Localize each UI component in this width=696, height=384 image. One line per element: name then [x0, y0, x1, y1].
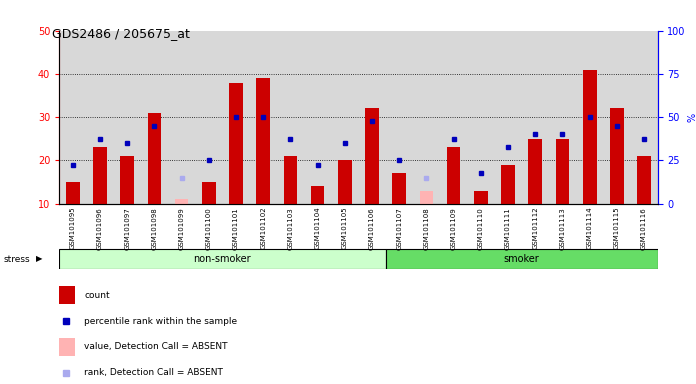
Text: GSM101101: GSM101101	[233, 207, 239, 250]
Text: GSM101109: GSM101109	[451, 207, 457, 250]
Text: GSM101106: GSM101106	[369, 207, 375, 250]
Bar	[393, 173, 406, 204]
Bar	[66, 182, 79, 204]
Text: ▶: ▶	[36, 255, 42, 263]
Bar	[365, 109, 379, 204]
Text: GSM101111: GSM101111	[505, 207, 511, 250]
Text: GSM101096: GSM101096	[97, 207, 103, 250]
Text: GDS2486 / 205675_at: GDS2486 / 205675_at	[52, 27, 190, 40]
Bar	[338, 161, 351, 204]
Text: GSM101102: GSM101102	[260, 207, 266, 250]
Text: GSM101095: GSM101095	[70, 207, 76, 250]
Text: GSM101104: GSM101104	[315, 207, 321, 250]
Bar	[386, 249, 658, 269]
Text: non-smoker: non-smoker	[193, 254, 251, 264]
Bar	[93, 147, 106, 204]
Text: GSM101103: GSM101103	[287, 207, 294, 250]
Text: GSM101098: GSM101098	[152, 207, 157, 250]
Bar	[59, 338, 74, 356]
Text: stress: stress	[3, 255, 30, 263]
Text: GSM101099: GSM101099	[179, 207, 184, 250]
Text: GSM101110: GSM101110	[478, 207, 484, 250]
Text: GSM101112: GSM101112	[532, 207, 538, 250]
Text: count: count	[84, 291, 110, 300]
Bar	[420, 190, 433, 204]
Text: GSM101097: GSM101097	[124, 207, 130, 250]
Bar	[583, 70, 596, 204]
Bar	[148, 113, 161, 204]
Bar	[256, 78, 270, 204]
Bar	[284, 156, 297, 204]
Bar	[311, 186, 324, 204]
Text: GSM101115: GSM101115	[614, 207, 620, 250]
Bar	[120, 156, 134, 204]
Text: value, Detection Call = ABSENT: value, Detection Call = ABSENT	[84, 343, 228, 351]
Bar	[610, 109, 624, 204]
Text: GSM101105: GSM101105	[342, 207, 348, 250]
Bar	[202, 182, 216, 204]
Bar	[59, 286, 74, 305]
Bar	[501, 165, 515, 204]
Bar	[229, 83, 243, 204]
Bar	[528, 139, 542, 204]
Y-axis label: %: %	[687, 113, 696, 122]
Text: GSM101108: GSM101108	[423, 207, 429, 250]
Text: smoker: smoker	[504, 254, 539, 264]
Bar	[59, 249, 386, 269]
Text: GSM101116: GSM101116	[641, 207, 647, 250]
Bar	[555, 139, 569, 204]
Bar	[447, 147, 461, 204]
Text: percentile rank within the sample: percentile rank within the sample	[84, 316, 237, 326]
Bar	[175, 199, 189, 204]
Text: GSM101113: GSM101113	[560, 207, 565, 250]
Text: rank, Detection Call = ABSENT: rank, Detection Call = ABSENT	[84, 368, 223, 377]
Text: GSM101107: GSM101107	[396, 207, 402, 250]
Text: GSM101100: GSM101100	[206, 207, 212, 250]
Bar	[638, 156, 651, 204]
Text: GSM101114: GSM101114	[587, 207, 593, 250]
Bar	[474, 190, 488, 204]
